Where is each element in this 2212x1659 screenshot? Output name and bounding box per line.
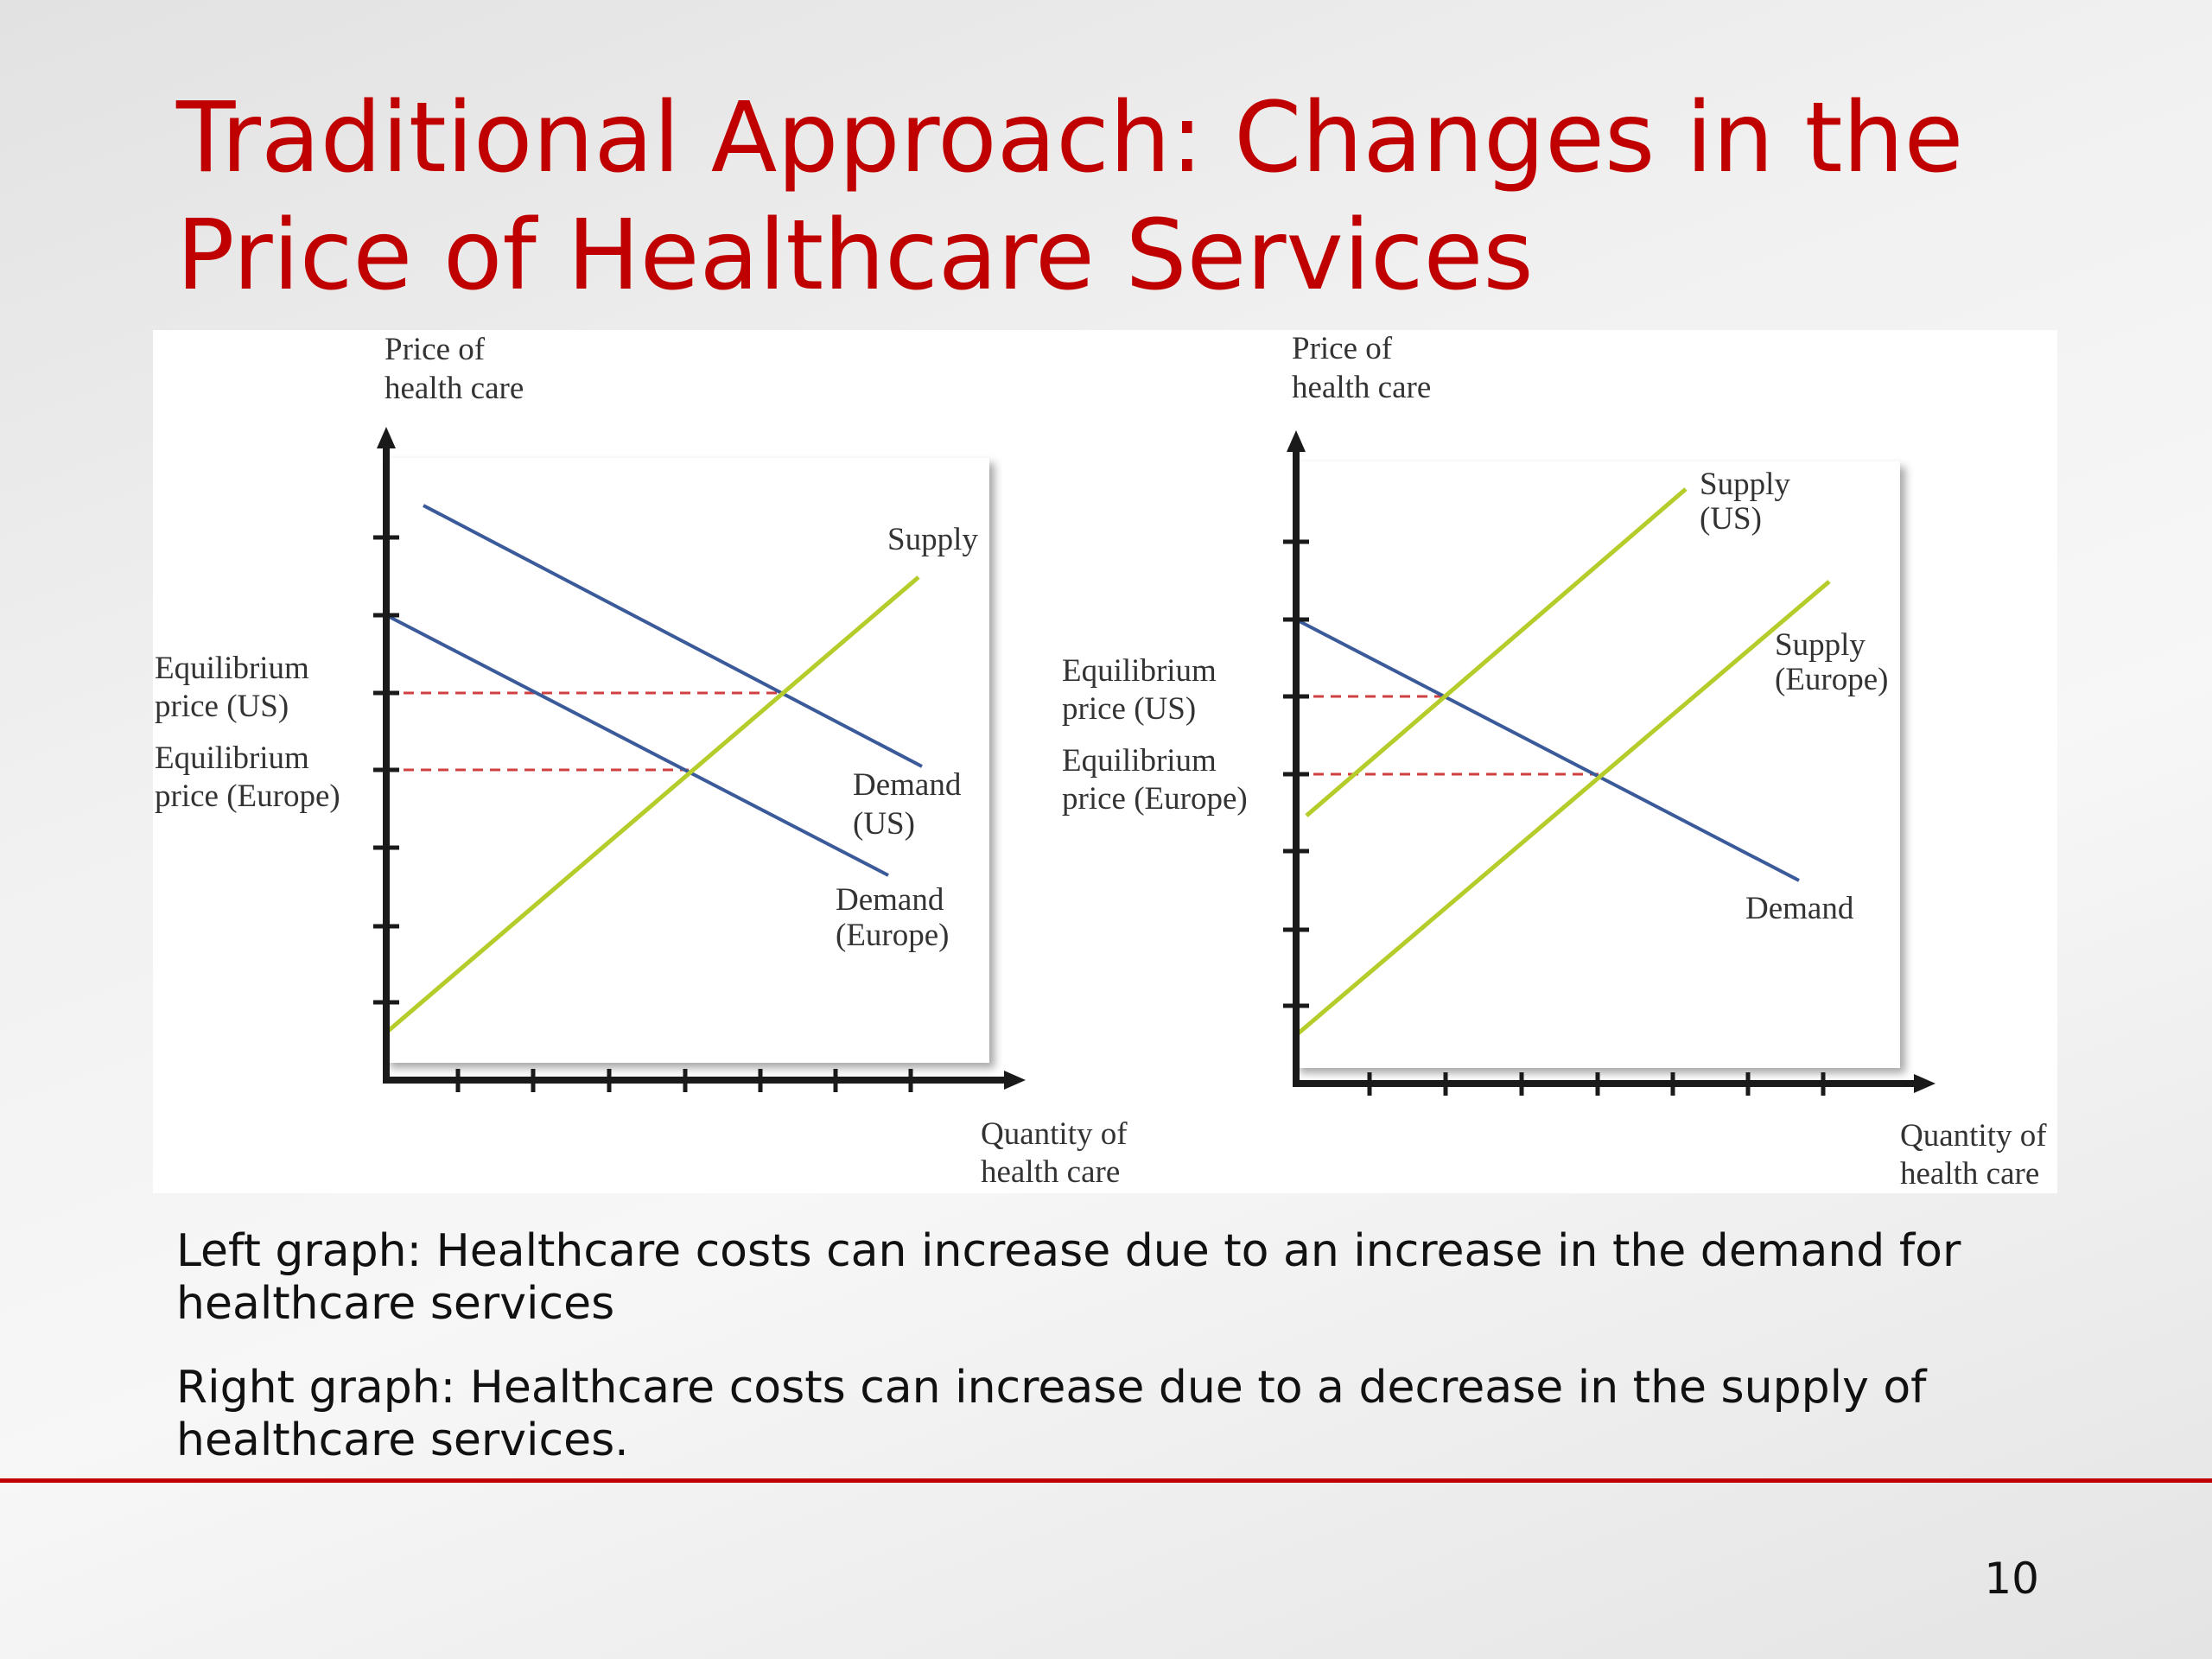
caption-right-graph: Right graph: Healthcare costs can increa… (176, 1362, 1991, 1467)
left-graph: Price of health care Quantity of health … (155, 332, 1128, 1190)
right-x-axis-arrow (1914, 1074, 1936, 1093)
right-demand-line (1295, 618, 1800, 882)
right-y-ticks (1283, 539, 1309, 1008)
right-graph: Price of health care Quantity of health … (1062, 331, 2047, 1192)
left-y-ticks (373, 535, 399, 1005)
left-demand-eu-label-2: (Europe) (836, 918, 950, 953)
left-demand-eu-label-1: Demand (836, 882, 944, 918)
left-demand-us-label-2: (US) (853, 806, 915, 842)
right-supply-us-label-1: Supply (1700, 467, 1790, 502)
left-supply-label: Supply (887, 522, 978, 557)
left-x-axis-label-1: Quantity of (981, 1116, 1128, 1152)
right-eq-eu-label-2: price (Europe) (1062, 781, 1248, 817)
caption-left-graph: Left graph: Healthcare costs can increas… (176, 1225, 1991, 1331)
right-y-axis-label-1: Price of (1292, 331, 1393, 366)
caption-right-line-1: Right graph: Healthcare costs can increa… (176, 1362, 1927, 1414)
right-eq-eu-label-1: Equilibrium (1062, 743, 1217, 779)
right-y-axis-arrow (1287, 430, 1306, 452)
slide-title: Traditional Approach: Changes in the Pri… (176, 79, 2077, 315)
left-eq-us-label-1: Equilibrium (155, 651, 309, 686)
right-demand-label: Demand (1745, 891, 1854, 926)
left-y-axis-label-1: Price of (385, 332, 486, 367)
right-y-axis-label-2: health care (1292, 370, 1431, 405)
left-y-axis-arrow (377, 427, 396, 448)
right-x-ticks (1367, 1072, 1826, 1096)
right-supply-us-line (1305, 487, 1688, 817)
left-x-axis-arrow (1004, 1071, 1026, 1090)
left-x-ticks (455, 1069, 913, 1092)
left-demand-eu-line (385, 613, 889, 877)
left-y-axis-label-2: health care (385, 371, 524, 406)
right-x-axis-label-1: Quantity of (1900, 1118, 2047, 1154)
right-supply-us-label-2: (US) (1700, 501, 1762, 537)
left-plot-frame (385, 458, 989, 1063)
right-x-axis-label-2: health care (1900, 1156, 2039, 1192)
left-eq-eu-label-2: price (Europe) (155, 779, 340, 814)
right-eq-us-label-2: price (US) (1062, 691, 1196, 727)
left-eq-us-label-2: price (US) (155, 689, 289, 724)
page-number: 10 (1984, 1554, 2039, 1604)
left-demand-us-label-1: Demand (853, 767, 962, 803)
graphs-svg: Price of health care Quantity of health … (155, 331, 2047, 1192)
title-line-1: Traditional Approach: Changes in the (176, 82, 1964, 194)
title-line-2: Price of Healthcare Services (176, 200, 1534, 312)
left-demand-us-line (423, 504, 923, 768)
left-eq-eu-label-1: Equilibrium (155, 741, 309, 776)
left-supply-line (385, 575, 920, 1034)
caption-left-line-1: Left graph: Healthcare costs can increas… (176, 1225, 1961, 1277)
left-x-axis-label-2: health care (981, 1154, 1120, 1190)
caption-left-line-2: healthcare services (176, 1278, 615, 1330)
right-plot-frame (1294, 461, 1900, 1068)
footer-divider (0, 1478, 2212, 1483)
right-eq-us-label-1: Equilibrium (1062, 653, 1217, 689)
right-supply-eu-label-2: (Europe) (1775, 662, 1889, 697)
graphs-panel: Price of health care Quantity of health … (153, 330, 2057, 1193)
caption-right-line-2: healthcare services. (176, 1414, 629, 1466)
right-supply-eu-label-1: Supply (1775, 627, 1866, 663)
right-supply-eu-line (1294, 580, 1831, 1037)
